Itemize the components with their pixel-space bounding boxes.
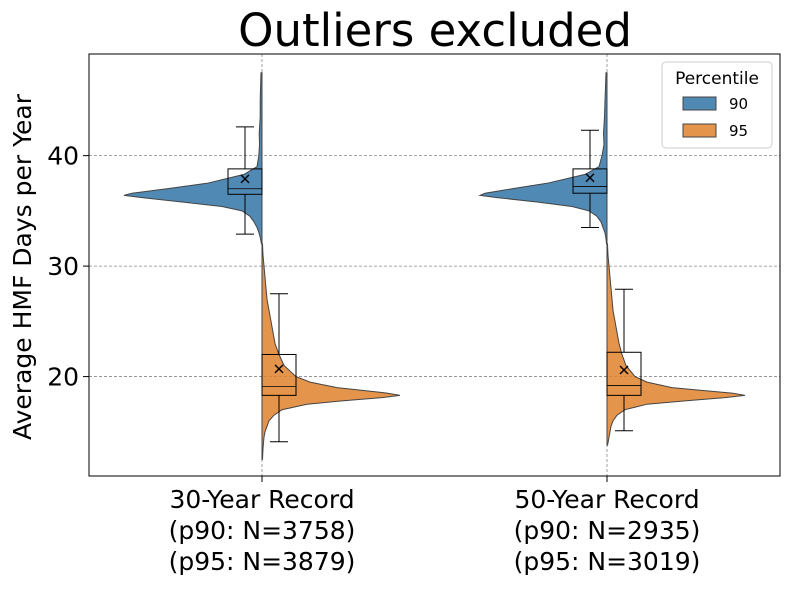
x-tick-label-1-line-2: (p95: N=3019) (514, 547, 701, 576)
legend: Percentile 90 95 (661, 61, 773, 149)
box-p90-group-1-mean-marker (585, 173, 595, 183)
y-tick-label-20: 20 (47, 363, 79, 392)
box-p95-group-1-mean-marker (619, 365, 629, 375)
x-tick-label-1-line-0: 50-Year Record (514, 485, 699, 514)
violin-p95-group-1 (606, 243, 746, 446)
x-axis-ticks: 30-Year Record(p90: N=3758)(p95: N=3879)… (169, 476, 701, 576)
box-p95-group-0-mean-marker (274, 364, 284, 374)
box-p90-group-0-mean-marker (240, 174, 250, 184)
box-p90-group-0-iqr (227, 168, 263, 195)
violin-p90-group-1 (478, 72, 608, 245)
legend-swatch-95 (682, 123, 717, 138)
box-plots (227, 126, 642, 443)
legend-label-90: 90 (729, 95, 748, 113)
x-tick-label-0-line-1: (p90: N=3758) (169, 516, 356, 545)
legend-label-95: 95 (729, 122, 748, 140)
y-axis-ticks: 20 30 40 (47, 142, 89, 392)
legend-swatch-90 (682, 96, 717, 111)
plot-frame (88, 53, 781, 477)
y-axis-label: Average HMF Days per Year (8, 93, 37, 440)
box-p90-group-1-iqr (572, 168, 608, 194)
x-tick-label-0-line-0: 30-Year Record (169, 485, 354, 514)
y-tick-label-40: 40 (47, 142, 79, 171)
violin-p90-group-0 (123, 72, 263, 245)
box-p95-group-1-iqr (606, 351, 642, 396)
y-tick-label-30: 30 (47, 252, 79, 281)
chart-title: Outliers excluded (238, 4, 632, 57)
violin-p95-group-0 (261, 243, 401, 460)
legend-title: Percentile (675, 69, 759, 89)
x-tick-label-0-line-2: (p95: N=3879) (169, 547, 356, 576)
box-p95-group-0-iqr (261, 353, 297, 396)
x-tick-label-1-line-1: (p90: N=2935) (514, 516, 701, 545)
